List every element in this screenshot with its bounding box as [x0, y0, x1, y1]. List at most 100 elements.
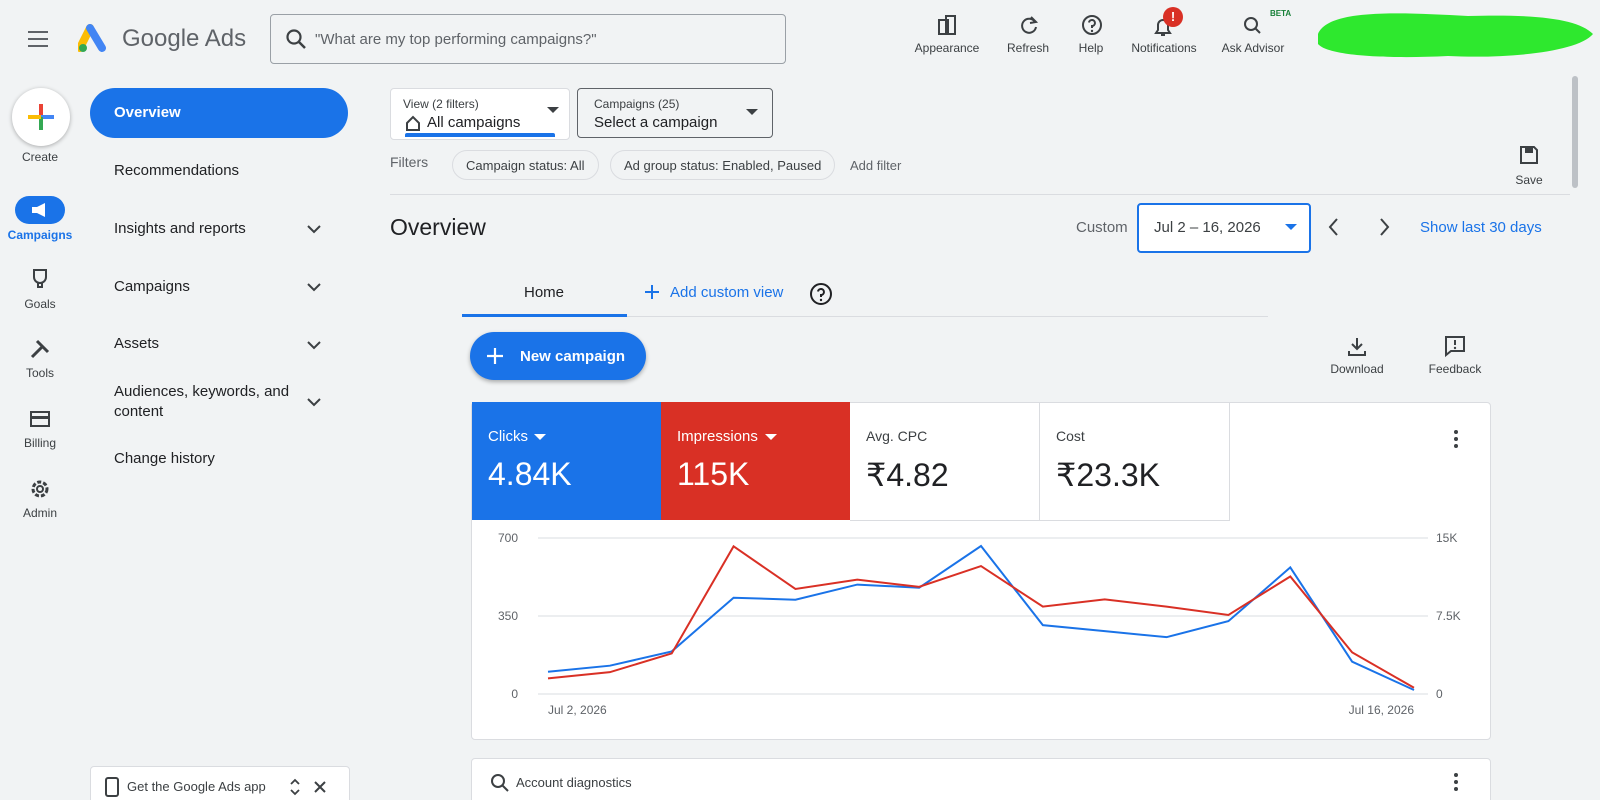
- save-button[interactable]: Save: [1515, 173, 1543, 187]
- brand: Google Ads: [122, 25, 247, 52]
- divider: [390, 194, 1570, 195]
- search-box[interactable]: "What are my top performing campaigns?": [270, 14, 786, 64]
- refresh-icon: [1021, 16, 1039, 34]
- date-nav-arrows[interactable]: [1325, 216, 1395, 238]
- filters-label: Filters: [390, 154, 429, 170]
- dropdown-arrow: [746, 109, 758, 115]
- dropdown-arrow: [547, 107, 559, 113]
- redacted-account: [1318, 13, 1593, 58]
- diagnostics-title: Account diagnostics: [516, 775, 632, 790]
- metric-name: Clicks: [488, 428, 528, 445]
- new-campaign-text: New campaign: [520, 348, 626, 365]
- refresh-button[interactable]: Refresh: [1006, 41, 1050, 55]
- x-tick-label: Jul 2, 2026: [548, 703, 607, 717]
- app-banner-text: Get the Google Ads app: [127, 779, 266, 794]
- app-banner[interactable]: Get the Google Ads app: [90, 766, 350, 800]
- series-line: [547, 544, 1415, 691]
- menu-icon[interactable]: [28, 30, 52, 48]
- nav-item[interactable]: Audiences, keywords, and content: [114, 383, 290, 420]
- add-filter[interactable]: Add filter: [850, 158, 902, 173]
- y-tick-label: 0: [511, 687, 518, 701]
- metric-name: Impressions: [677, 428, 758, 445]
- campaigns-value: Select a campaign: [594, 114, 718, 131]
- x-tick-label: Jul 16, 2026: [1349, 703, 1415, 717]
- tab-indicator: [462, 314, 627, 317]
- dropdown-arrow: [765, 434, 777, 440]
- campaign-dropdown[interactable]: Campaigns (25) Select a campaign: [577, 88, 773, 138]
- view-dropdown[interactable]: View (2 filters) All campaigns: [390, 88, 570, 140]
- save-icon: [1520, 146, 1538, 164]
- tools-icon: [30, 339, 50, 359]
- y-tick-label: 700: [498, 531, 518, 545]
- diagnostics-card[interactable]: Account diagnostics: [471, 758, 1491, 800]
- feedback-icon: [1445, 336, 1465, 358]
- metric-value: ₹23.3K: [1056, 457, 1160, 493]
- nav-overview-active[interactable]: [90, 88, 348, 138]
- goals-icon: [33, 269, 47, 288]
- download-button[interactable]: Download: [1330, 362, 1384, 376]
- metric-name: Avg. CPC: [866, 428, 928, 444]
- nav-item[interactable]: Campaigns: [114, 278, 190, 295]
- metric-card[interactable]: Cost ₹23.3K: [1040, 402, 1230, 521]
- plus-icon: [645, 285, 659, 299]
- metric-name: Cost: [1056, 428, 1085, 444]
- help-button[interactable]: Help: [1078, 41, 1104, 55]
- notifications-button[interactable]: Notifications: [1131, 41, 1197, 55]
- download-icon: [1348, 338, 1366, 356]
- create-button[interactable]: [12, 88, 70, 146]
- metric-card[interactable]: Clicks 4.84K: [472, 402, 661, 520]
- view-value: All campaigns: [427, 114, 521, 131]
- billing-icon: [30, 411, 50, 427]
- rail-billing[interactable]: Billing: [23, 436, 56, 450]
- ads-logo: [78, 24, 106, 52]
- rail-goals[interactable]: Goals: [24, 297, 56, 311]
- dropdown-arrow: [1285, 224, 1297, 230]
- add-custom-view[interactable]: Add custom view: [670, 284, 784, 301]
- date-mode: Custom: [1076, 219, 1128, 236]
- overview-title: Overview: [390, 214, 486, 240]
- diagnostics-icon: [491, 774, 509, 792]
- ask-advisor-button[interactable]: Ask Advisor: [1221, 41, 1285, 55]
- tab-home[interactable]: Home: [524, 284, 565, 301]
- notification-badge: !: [1163, 7, 1183, 27]
- nav-item[interactable]: Recommendations: [114, 162, 240, 179]
- metric-value: 4.84K: [488, 456, 572, 492]
- ask-advisor-icon: [1244, 17, 1261, 34]
- scrollbar: [1572, 76, 1578, 188]
- date-picker[interactable]: Jul 2 – 16, 2026: [1137, 203, 1311, 253]
- nav-overview[interactable]: Overview: [114, 104, 181, 121]
- plus-icon: [28, 104, 54, 130]
- search-icon: [286, 29, 306, 49]
- date-range: Jul 2 – 16, 2026: [1154, 219, 1261, 236]
- new-campaign-button[interactable]: New campaign: [470, 332, 646, 380]
- metric-value: ₹4.82: [866, 457, 949, 493]
- metric-card[interactable]: Impressions 115K: [661, 402, 850, 520]
- rail-create[interactable]: Create: [21, 150, 59, 164]
- nav-item[interactable]: Insights and reports: [114, 220, 246, 237]
- beta-tag: BETA: [1270, 9, 1292, 18]
- feedback-button[interactable]: Feedback: [1428, 362, 1482, 376]
- nav-item[interactable]: Change history: [114, 450, 215, 467]
- view-underline: [405, 133, 555, 137]
- home-icon: [406, 115, 420, 131]
- banner-controls[interactable]: [287, 777, 337, 797]
- more-menu[interactable]: [1452, 428, 1460, 450]
- filter-chip[interactable]: Campaign status: All: [452, 150, 599, 180]
- metric-card[interactable]: Avg. CPC ₹4.82: [850, 402, 1040, 521]
- rail-campaigns[interactable]: Campaigns: [7, 228, 73, 242]
- nav-item[interactable]: Assets: [114, 335, 160, 352]
- dropdown-arrow: [534, 434, 546, 440]
- tab-divider: [462, 316, 1268, 317]
- series-line: [547, 544, 1415, 689]
- filter-chip[interactable]: Ad group status: Enabled, Paused: [610, 150, 836, 180]
- appearance-button[interactable]: Appearance: [914, 41, 980, 55]
- help-icon[interactable]: [809, 282, 833, 306]
- rail-tools[interactable]: Tools: [25, 366, 54, 380]
- view-label: View (2 filters): [403, 97, 479, 111]
- admin-icon: [31, 480, 49, 498]
- more-menu[interactable]: [1452, 771, 1460, 793]
- y2-tick-label: 0: [1436, 687, 1443, 701]
- show-last-link[interactable]: Show last 30 days: [1420, 219, 1542, 236]
- rail-admin[interactable]: Admin: [22, 506, 57, 520]
